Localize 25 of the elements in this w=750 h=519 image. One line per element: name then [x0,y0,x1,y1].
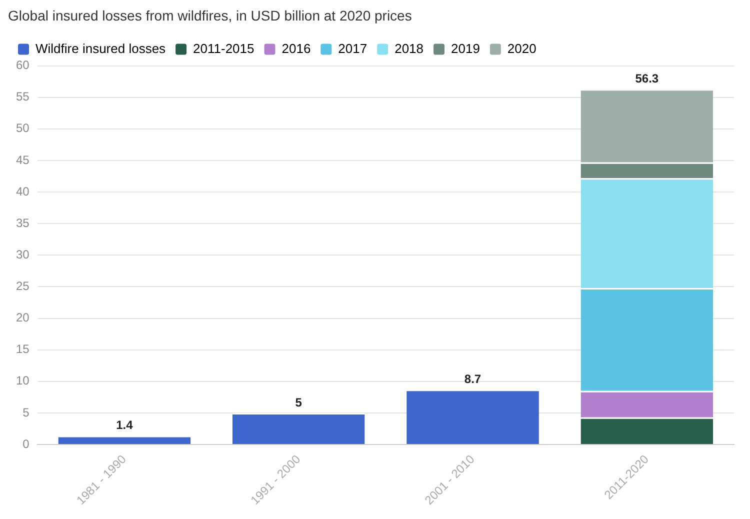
y-tick-label: 50 [16,121,30,136]
y-tick-label: 20 [16,310,30,325]
y-tick-label: 55 [16,90,30,104]
y-tick-label: 40 [16,184,30,198]
legend-label: 2019 [451,40,480,56]
y-tick-label: 45 [16,152,30,167]
legend-label: 2017 [338,40,368,56]
y-tick-label: 0 [22,436,30,451]
y-tick-label: 5 [22,405,30,420]
total-label: 1.4 [116,418,134,432]
y-tick-label: 35 [16,216,30,230]
legend-label: 2011-2015 [193,40,254,56]
legend-label: Wildfire insured losses [36,40,166,56]
total-label: 56.3 [635,71,659,86]
chart-title: Global insured losses from wildfires, in USD billion at 2020 prices [8,7,412,24]
legend-label: 2018 [394,40,424,56]
total-label: 8.7 [464,372,482,386]
y-tick-label: 15 [16,342,30,356]
y-tick-label: 60 [16,58,30,72]
y-tick-label: 10 [16,374,30,388]
legend-label: 2016 [282,40,311,56]
total-label: 5 [295,395,302,410]
legend-label: 2020 [507,40,536,56]
y-tick-label: 25 [16,279,30,294]
y-tick-label: 30 [16,247,30,262]
